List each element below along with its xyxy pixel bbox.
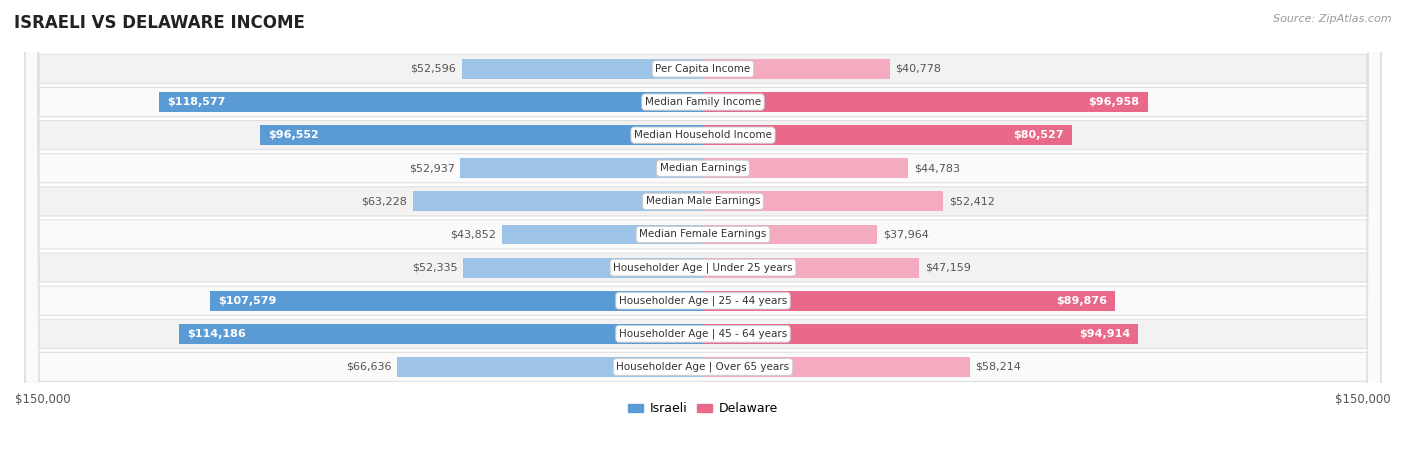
Text: $96,552: $96,552 bbox=[269, 130, 319, 140]
Text: Householder Age | Under 25 years: Householder Age | Under 25 years bbox=[613, 262, 793, 273]
Bar bbox=[703, 258, 920, 277]
Text: $114,186: $114,186 bbox=[187, 329, 246, 339]
Text: $94,914: $94,914 bbox=[1078, 329, 1130, 339]
FancyBboxPatch shape bbox=[25, 0, 1381, 467]
Bar bbox=[703, 92, 1147, 112]
Bar bbox=[461, 59, 703, 79]
Text: $150,000: $150,000 bbox=[1336, 393, 1391, 406]
Text: $118,577: $118,577 bbox=[167, 97, 226, 107]
Bar bbox=[703, 291, 1115, 311]
Text: $52,335: $52,335 bbox=[412, 262, 457, 273]
FancyBboxPatch shape bbox=[25, 0, 1381, 467]
Text: $58,214: $58,214 bbox=[976, 362, 1021, 372]
Bar bbox=[703, 125, 1073, 145]
Text: Median Male Earnings: Median Male Earnings bbox=[645, 196, 761, 206]
Bar bbox=[398, 357, 703, 377]
FancyBboxPatch shape bbox=[25, 0, 1381, 467]
Text: Householder Age | 45 - 64 years: Householder Age | 45 - 64 years bbox=[619, 329, 787, 339]
Text: Source: ZipAtlas.com: Source: ZipAtlas.com bbox=[1274, 14, 1392, 24]
Text: $150,000: $150,000 bbox=[15, 393, 70, 406]
Text: $43,852: $43,852 bbox=[450, 229, 496, 240]
Legend: Israeli, Delaware: Israeli, Delaware bbox=[623, 397, 783, 420]
Bar bbox=[260, 125, 703, 145]
Bar bbox=[209, 291, 703, 311]
Bar bbox=[180, 324, 703, 344]
Text: $107,579: $107,579 bbox=[218, 296, 276, 306]
Text: $40,778: $40,778 bbox=[896, 64, 942, 74]
FancyBboxPatch shape bbox=[25, 0, 1381, 467]
Bar bbox=[460, 158, 703, 178]
Text: Median Earnings: Median Earnings bbox=[659, 163, 747, 173]
Bar bbox=[703, 59, 890, 79]
Text: $47,159: $47,159 bbox=[925, 262, 970, 273]
Bar bbox=[159, 92, 703, 112]
FancyBboxPatch shape bbox=[25, 0, 1381, 467]
FancyBboxPatch shape bbox=[25, 0, 1381, 467]
Text: $96,958: $96,958 bbox=[1088, 97, 1139, 107]
Text: $52,412: $52,412 bbox=[949, 196, 995, 206]
Text: $37,964: $37,964 bbox=[883, 229, 928, 240]
Text: ISRAELI VS DELAWARE INCOME: ISRAELI VS DELAWARE INCOME bbox=[14, 14, 305, 32]
FancyBboxPatch shape bbox=[25, 0, 1381, 467]
Bar bbox=[703, 158, 908, 178]
Bar bbox=[413, 191, 703, 211]
Text: Median Household Income: Median Household Income bbox=[634, 130, 772, 140]
Bar bbox=[463, 258, 703, 277]
Bar bbox=[502, 225, 703, 244]
Bar bbox=[703, 225, 877, 244]
Text: $52,596: $52,596 bbox=[411, 64, 457, 74]
FancyBboxPatch shape bbox=[25, 0, 1381, 467]
Text: $89,876: $89,876 bbox=[1056, 296, 1107, 306]
Text: $80,527: $80,527 bbox=[1014, 130, 1064, 140]
Text: Median Family Income: Median Family Income bbox=[645, 97, 761, 107]
Text: Median Female Earnings: Median Female Earnings bbox=[640, 229, 766, 240]
Text: $66,636: $66,636 bbox=[346, 362, 392, 372]
FancyBboxPatch shape bbox=[25, 0, 1381, 467]
Bar bbox=[703, 191, 943, 211]
Text: Householder Age | 25 - 44 years: Householder Age | 25 - 44 years bbox=[619, 296, 787, 306]
Text: Per Capita Income: Per Capita Income bbox=[655, 64, 751, 74]
Text: $63,228: $63,228 bbox=[361, 196, 408, 206]
FancyBboxPatch shape bbox=[25, 0, 1381, 467]
Text: $52,937: $52,937 bbox=[409, 163, 454, 173]
Text: Householder Age | Over 65 years: Householder Age | Over 65 years bbox=[616, 361, 790, 372]
Bar bbox=[703, 357, 970, 377]
Text: $44,783: $44,783 bbox=[914, 163, 960, 173]
Bar bbox=[703, 324, 1139, 344]
